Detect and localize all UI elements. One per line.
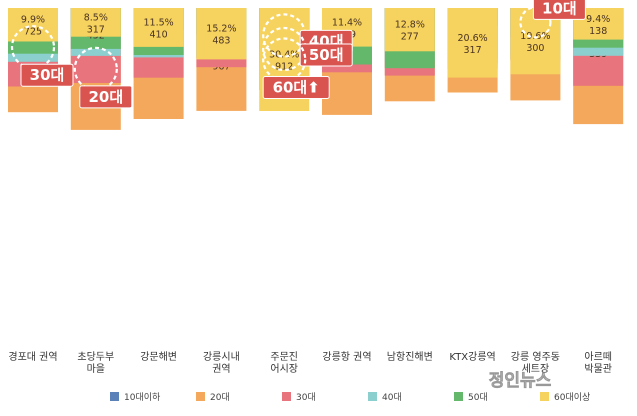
highlight-circle [73,46,118,92]
bar-segment [196,8,247,60]
legend-label: 40대 [382,392,402,403]
legend-label: 60대이상 [554,392,590,403]
bar-segment [70,8,121,37]
category-label: 남항진해변 [387,350,433,363]
segment-percent-label: 8.5% [84,12,108,23]
segment-count-label: 483 [212,36,230,47]
category-label: 권역 [212,363,230,375]
category-label: 강릉 영주동 [511,351,560,363]
legend-swatch [110,392,119,401]
segment-count-label: 912 [275,62,293,73]
legend-swatch [540,392,549,401]
callout-tag [20,63,74,87]
legend-swatch [282,392,291,401]
segment-count-label: 410 [150,30,168,41]
legend-swatch [454,392,463,401]
category-label: 강릉항 권역 [322,351,371,363]
category-label: 경포대 권역 [8,350,57,363]
segment-percent-label: 15.2% [206,24,236,35]
category-label: 마을 [87,363,105,375]
segment-percent-label: 20.6% [458,33,488,44]
segment-percent-label: 30.4% [269,50,299,61]
category-label: 세트장 [522,363,550,375]
segment-count-label: 317 [464,45,482,56]
bar-segment [133,8,184,47]
callout-label: 30대 [30,66,65,84]
category-label: 강문해변 [140,350,177,363]
category-label: 주문진 [270,351,298,363]
legend-swatch [196,392,205,401]
highlight-circle [262,37,307,82]
category-label: 박물관 [584,363,612,375]
segment-count-label: 725 [24,27,42,38]
legend-label: 20대 [210,392,230,403]
category-label: 강릉시내 [203,351,240,363]
category-label: KTX강릉역 [449,351,495,363]
segment-count-label: 138 [589,26,607,37]
callout-label: 10대 [542,0,577,17]
segment-percent-label: 9.9% [21,15,45,26]
category-label: 어시장 [270,363,298,375]
segment-percent-label: 9.4% [586,14,610,25]
callout-label: 50대 [309,46,344,64]
watermark: 정인뉴스 [489,371,552,391]
bar-segment [384,8,435,52]
highlight-circle [10,25,56,70]
category-label: 초당두부 [77,351,114,363]
segment-percent-label: 12.8% [395,20,425,31]
legend-label: 10대이하 [124,392,161,403]
legend-label: 30대 [296,392,316,403]
segment-percent-label: 11.5% [144,18,174,29]
legend-swatch [368,392,377,401]
legend-label: 50대 [468,392,488,403]
callout-label: 20대 [88,88,123,106]
bar-segment [447,8,498,78]
callout-tag [79,85,133,109]
callout-tag [299,43,353,67]
callout-tag [532,0,586,20]
segment-count-label: 317 [87,24,105,35]
category-label: 아르떼 [584,351,612,363]
segment-percent-label: 11.4% [332,17,362,28]
callout-label: 60대⬆ [273,79,320,97]
callout-tag [262,76,330,99]
segment-count-label: 300 [526,43,544,54]
segment-count-label: 277 [401,32,419,43]
